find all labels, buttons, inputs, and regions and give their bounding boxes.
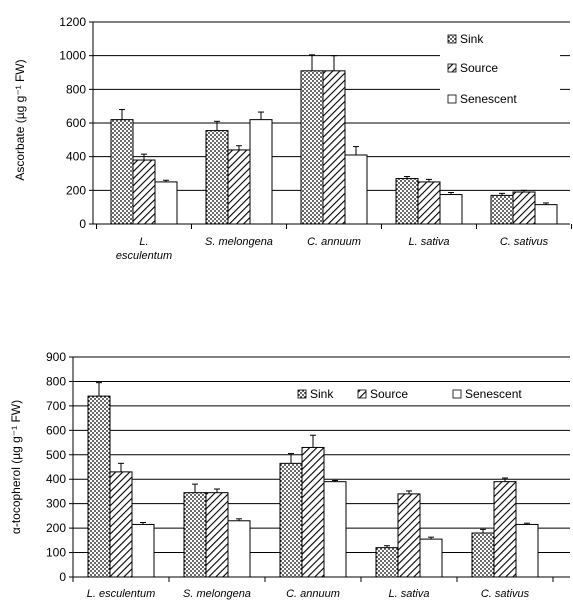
bar xyxy=(419,538,443,578)
bar xyxy=(323,481,347,578)
legend-label-senescent: Senescent xyxy=(460,92,517,106)
ascorbate-legend: Sink Source Senescent xyxy=(440,28,560,110)
bar xyxy=(471,532,495,578)
legend-swatch-senescent xyxy=(452,389,462,399)
tocopherol-y-axis-label: α-tocopherol (µg g⁻¹ FW) xyxy=(9,400,23,534)
x-tick-label: C. annuum xyxy=(307,236,361,248)
bar xyxy=(322,70,346,225)
x-tick-label: L. sativa xyxy=(409,236,450,248)
y-tick-label: 0 xyxy=(59,570,66,584)
y-tick-label: 100 xyxy=(46,546,66,560)
legend-label-source: Source xyxy=(460,61,498,75)
bar xyxy=(395,178,419,225)
bar xyxy=(375,547,399,578)
x-tick-label: C. sativus xyxy=(481,588,530,600)
y-tick-label: 1200 xyxy=(59,15,86,29)
bar xyxy=(512,191,536,225)
legend-swatch-sink xyxy=(447,34,457,44)
y-tick-label: 0 xyxy=(79,217,86,231)
tocopherol-bars xyxy=(87,382,539,578)
legend-swatch-senescent xyxy=(447,94,457,104)
bar xyxy=(227,520,251,578)
bar xyxy=(132,159,156,225)
bar xyxy=(183,492,207,578)
bar xyxy=(131,523,155,578)
x-tick-label: L. esculentum xyxy=(87,588,155,600)
x-tick-label: C. annuum xyxy=(286,588,340,600)
y-tick-label: 600 xyxy=(46,423,66,437)
legend-label-source: Source xyxy=(370,387,408,401)
bar xyxy=(493,481,517,578)
x-tick-label: C. sativus xyxy=(500,236,549,248)
bar xyxy=(534,204,558,225)
bar xyxy=(227,149,251,225)
tocopherol-chart: α-tocopherol (µg g⁻¹ FW) 0 100 200 300 400 50… xyxy=(9,350,572,600)
bar xyxy=(87,395,111,578)
bar xyxy=(154,181,178,225)
bar xyxy=(515,523,539,578)
bar xyxy=(301,446,325,578)
tocopherol-axes: 0 100 200 300 400 500 600 700 800 900 L. esculentu… xyxy=(46,350,570,600)
bar xyxy=(300,70,324,225)
legend-swatch-source xyxy=(357,389,367,399)
legend-box xyxy=(440,28,560,110)
y-tick-label: 200 xyxy=(46,521,66,535)
bar xyxy=(397,493,421,578)
x-tick-label-line: esculentum xyxy=(116,250,172,262)
ascorbate-y-axis-label: Ascorbate (µg g⁻¹ FW) xyxy=(13,59,27,180)
bar xyxy=(490,194,514,225)
bar xyxy=(439,194,463,225)
x-tick-label: S. melongena xyxy=(205,236,273,248)
bar xyxy=(110,119,134,225)
legend-swatch-sink xyxy=(297,389,307,399)
y-tick-label: 1000 xyxy=(59,49,86,63)
bar xyxy=(344,154,368,225)
x-tick-label: L. esculentum xyxy=(116,236,172,262)
bar xyxy=(109,471,133,578)
y-tick-label: 400 xyxy=(66,150,86,164)
y-tick-label: 800 xyxy=(66,82,86,96)
legend-swatch-source xyxy=(447,63,457,73)
ascorbate-chart: Ascorbate (µg g⁻¹ FW) 0 200 400 600 800 1000 1… xyxy=(13,15,572,262)
legend-box xyxy=(290,383,572,405)
y-tick-label: 400 xyxy=(46,472,66,486)
legend-label-senescent: Senescent xyxy=(465,387,522,401)
y-tick-label: 900 xyxy=(46,350,66,364)
y-tick-label: 700 xyxy=(46,399,66,413)
legend-label-sink: Sink xyxy=(460,32,484,46)
legend-label-sink: Sink xyxy=(310,387,334,401)
bar xyxy=(249,119,273,225)
bar xyxy=(417,181,441,225)
x-tick-label: S. melongena xyxy=(183,588,251,600)
tocopherol-legend: Sink Source Senescent xyxy=(290,383,572,405)
x-tick-label: L. sativa xyxy=(389,588,430,600)
x-tick-label-line: L. xyxy=(139,236,148,248)
bar xyxy=(205,130,229,225)
ascorbate-axes: 0 200 400 600 800 1000 1200 L. esculentum S. melo… xyxy=(59,15,572,262)
y-tick-label: 300 xyxy=(46,497,66,511)
y-tick-label: 500 xyxy=(46,448,66,462)
bar xyxy=(279,462,303,578)
y-tick-label: 200 xyxy=(66,183,86,197)
y-tick-label: 800 xyxy=(46,374,66,388)
y-tick-label: 600 xyxy=(66,116,86,130)
bar xyxy=(205,492,229,578)
